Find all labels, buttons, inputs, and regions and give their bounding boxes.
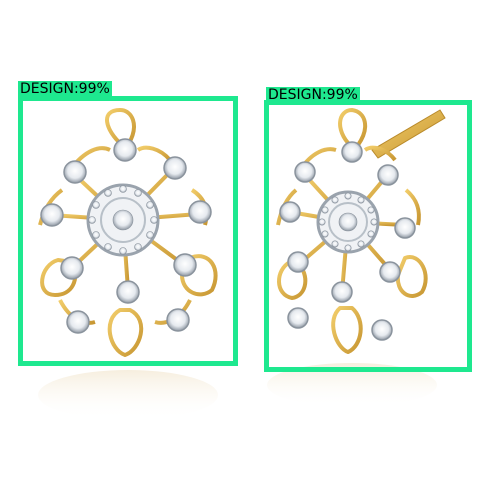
reflection-left <box>38 370 218 420</box>
detection-label-right: DESIGN:99% <box>266 87 360 104</box>
earring-left <box>38 108 218 357</box>
earring-right <box>276 108 446 354</box>
detection-label-left: DESIGN:99% <box>18 81 112 98</box>
reflection-right <box>267 363 437 407</box>
detection-box-left <box>18 96 238 366</box>
detection-box-right <box>264 100 472 372</box>
